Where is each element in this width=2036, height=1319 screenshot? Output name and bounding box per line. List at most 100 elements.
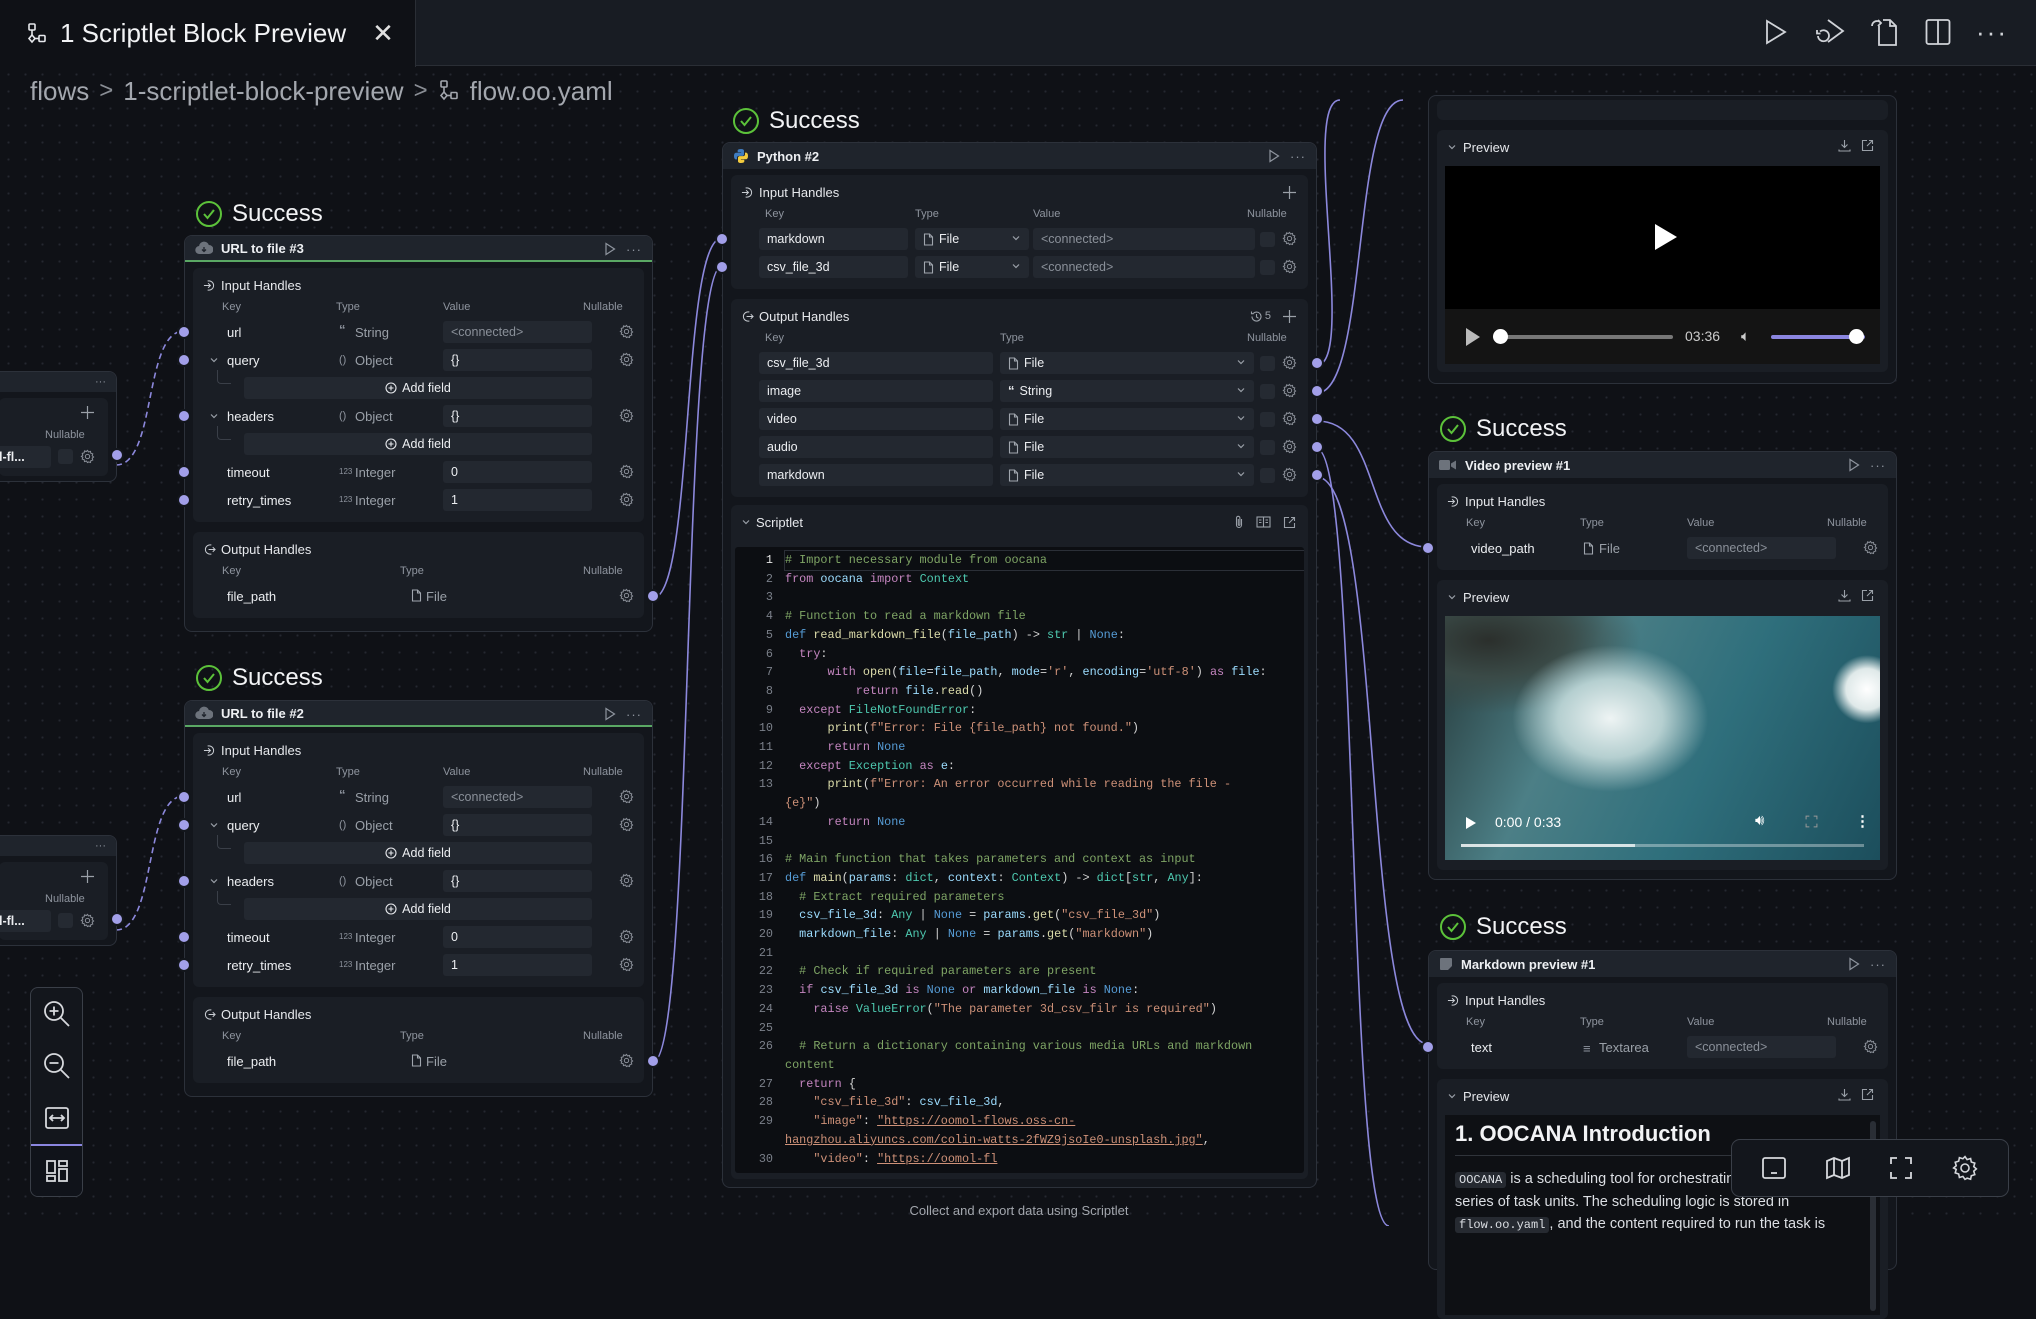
handle-type-select[interactable]: File xyxy=(915,228,1029,250)
handle-key-input[interactable]: audio xyxy=(759,436,993,458)
history-icon[interactable] xyxy=(1250,310,1263,323)
input-handle[interactable] xyxy=(717,234,727,244)
node-header[interactable]: Video preview #1 ··· xyxy=(1429,452,1896,478)
seek-bar[interactable] xyxy=(1493,335,1673,339)
paperclip-icon[interactable] xyxy=(1234,515,1244,529)
gear-icon[interactable] xyxy=(1282,439,1298,455)
output-handle[interactable] xyxy=(648,1056,658,1066)
breadcrumb-folder[interactable]: 1-scriptlet-block-preview xyxy=(123,75,404,106)
fullscreen-icon[interactable] xyxy=(1805,815,1818,828)
add-handle-icon[interactable] xyxy=(1283,185,1296,199)
output-handle[interactable] xyxy=(1312,386,1322,396)
node-header[interactable]: ··· xyxy=(0,836,116,856)
node-header[interactable]: URL to file #3 ··· xyxy=(185,236,652,262)
add-field-button[interactable]: Add field xyxy=(244,433,592,455)
input-handle[interactable] xyxy=(179,876,189,886)
input-handle[interactable] xyxy=(179,467,189,477)
more-icon[interactable]: ··· xyxy=(1290,148,1306,164)
handle-type-select[interactable]: File xyxy=(1000,408,1254,430)
gear-icon[interactable] xyxy=(619,789,635,805)
run-icon[interactable] xyxy=(1760,14,1792,50)
handle-value-input[interactable]: <connected> xyxy=(1687,1036,1836,1058)
run-node-icon[interactable] xyxy=(1848,458,1860,472)
handle-key-input[interactable]: l-fl... xyxy=(0,910,51,932)
volume-icon[interactable]: 🔊︎ xyxy=(1755,812,1765,829)
handle-value-input[interactable]: 0 xyxy=(443,926,592,948)
volume-icon[interactable]: 🔈︎ xyxy=(1741,328,1751,345)
chevron-down-icon[interactable] xyxy=(1447,142,1457,152)
handle-value-input[interactable]: <connected> xyxy=(443,321,592,343)
nullable-checkbox[interactable] xyxy=(1260,440,1275,455)
handle-value-input[interactable]: 1 xyxy=(443,489,592,511)
layout-icon[interactable] xyxy=(31,1144,82,1196)
add-field-button[interactable]: Add field xyxy=(244,898,592,920)
nullable-checkbox[interactable] xyxy=(1260,232,1275,247)
input-handle[interactable] xyxy=(179,960,189,970)
download-icon[interactable] xyxy=(1838,589,1851,602)
panel-icon[interactable] xyxy=(1761,1156,1787,1180)
add-field-button[interactable]: Add field xyxy=(244,842,592,864)
output-handle[interactable] xyxy=(1312,470,1322,480)
split-editor-icon[interactable] xyxy=(1256,516,1271,528)
more-icon[interactable]: ··· xyxy=(626,706,642,722)
handle-type-select[interactable]: File xyxy=(1000,436,1254,458)
gear-icon[interactable] xyxy=(619,324,635,340)
output-handle[interactable] xyxy=(112,914,122,924)
more-icon[interactable]: ··· xyxy=(1976,16,2008,47)
node-header[interactable]: Markdown preview #1 ··· xyxy=(1429,951,1896,977)
download-icon[interactable] xyxy=(1838,1088,1851,1101)
nullable-checkbox[interactable] xyxy=(1260,412,1275,427)
gear-icon[interactable] xyxy=(1282,259,1298,275)
handle-value-input[interactable]: {} xyxy=(443,405,592,427)
chevron-down-icon[interactable] xyxy=(209,876,219,886)
handle-type-select[interactable]: File xyxy=(1000,464,1254,486)
seek-thumb[interactable] xyxy=(1493,329,1508,344)
gear-icon[interactable] xyxy=(1282,383,1298,399)
gear-icon[interactable] xyxy=(619,1053,635,1069)
download-icon[interactable] xyxy=(1838,139,1851,152)
preview-header[interactable]: Preview xyxy=(1437,586,1888,608)
chevron-down-icon[interactable] xyxy=(1447,1091,1457,1101)
nullable-checkbox[interactable] xyxy=(1260,384,1275,399)
zoom-out-icon[interactable] xyxy=(31,1040,82,1092)
gear-icon[interactable] xyxy=(619,464,635,480)
chevron-down-icon[interactable] xyxy=(741,517,751,527)
open-external-icon[interactable] xyxy=(1861,139,1874,152)
input-handle[interactable] xyxy=(179,932,189,942)
fullscreen-icon[interactable] xyxy=(1889,1156,1913,1180)
gear-icon[interactable] xyxy=(1282,411,1298,427)
gear-icon[interactable] xyxy=(619,957,635,973)
more-icon[interactable]: ··· xyxy=(626,241,642,257)
handle-value-input[interactable]: <connected> xyxy=(443,786,592,808)
open-external-icon[interactable] xyxy=(1861,1088,1874,1101)
more-icon[interactable]: ··· xyxy=(1870,457,1886,473)
scrollbar[interactable] xyxy=(1870,1121,1876,1311)
play-icon[interactable] xyxy=(1653,222,1679,252)
handle-value-input[interactable]: 1 xyxy=(443,954,592,976)
output-handle[interactable] xyxy=(112,450,122,460)
preview-header[interactable]: Preview xyxy=(1437,1085,1888,1107)
more-icon[interactable]: ··· xyxy=(95,376,106,388)
handle-key-input[interactable]: video xyxy=(759,408,993,430)
run-node-icon[interactable] xyxy=(604,707,616,721)
handle-key-input[interactable]: csv_file_3d xyxy=(759,256,908,278)
gear-icon[interactable] xyxy=(1863,1039,1879,1055)
gear-icon[interactable] xyxy=(619,408,635,424)
gear-icon[interactable] xyxy=(80,449,96,465)
nullable-checkbox[interactable] xyxy=(1260,260,1275,275)
handle-key-input[interactable]: l-fl... xyxy=(0,446,51,468)
chevron-down-icon[interactable] xyxy=(1447,592,1457,602)
handle-value-input[interactable]: {} xyxy=(443,870,592,892)
input-handle[interactable] xyxy=(179,355,189,365)
zoom-in-icon[interactable] xyxy=(31,988,82,1040)
handle-key-input[interactable]: csv_file_3d xyxy=(759,352,993,374)
preview-header[interactable]: Preview xyxy=(1437,136,1888,158)
run-node-icon[interactable] xyxy=(1268,149,1280,163)
node-header[interactable]: URL to file #2 ··· xyxy=(185,701,652,727)
video-player[interactable]: 0:00 / 0:33 🔊︎ ⋮ xyxy=(1445,616,1880,860)
map-icon[interactable] xyxy=(1825,1156,1851,1180)
handle-key-input[interactable]: markdown xyxy=(759,464,993,486)
output-handle[interactable] xyxy=(1312,358,1322,368)
gear-icon[interactable] xyxy=(1282,231,1298,247)
input-handle[interactable] xyxy=(179,411,189,421)
